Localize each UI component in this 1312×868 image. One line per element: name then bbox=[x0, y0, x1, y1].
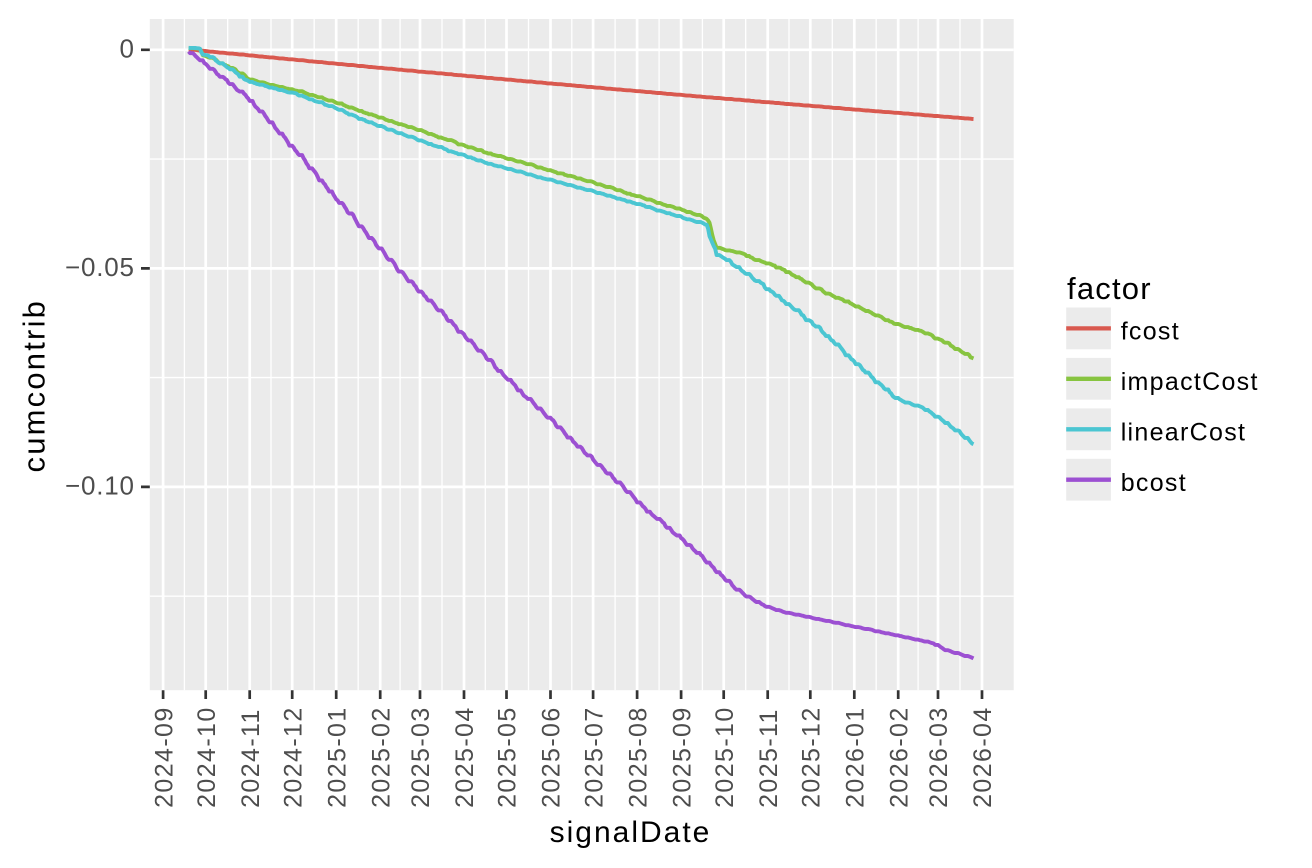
svg-text:2025-04: 2025-04 bbox=[451, 706, 479, 808]
svg-text:bcost: bcost bbox=[1121, 469, 1187, 497]
svg-text:2026-01: 2026-01 bbox=[842, 706, 870, 808]
svg-text:2024-11: 2024-11 bbox=[237, 708, 265, 808]
svg-text:−0.05: −0.05 bbox=[65, 252, 135, 282]
svg-text:2025-12: 2025-12 bbox=[798, 706, 826, 808]
svg-text:impactCost: impactCost bbox=[1121, 368, 1259, 396]
svg-text:2024-12: 2024-12 bbox=[279, 706, 307, 808]
svg-text:2025-02: 2025-02 bbox=[367, 706, 395, 808]
svg-text:2025-06: 2025-06 bbox=[538, 706, 566, 808]
svg-text:2025-11: 2025-11 bbox=[755, 708, 783, 808]
svg-text:2024-10: 2024-10 bbox=[193, 706, 221, 808]
svg-text:signalDate: signalDate bbox=[550, 816, 712, 849]
svg-text:linearCost: linearCost bbox=[1121, 419, 1247, 447]
svg-text:2025-08: 2025-08 bbox=[624, 706, 652, 808]
svg-text:0: 0 bbox=[120, 34, 135, 64]
svg-text:fcost: fcost bbox=[1121, 318, 1180, 346]
svg-text:2026-02: 2026-02 bbox=[885, 706, 913, 808]
svg-text:2025-01: 2025-01 bbox=[323, 706, 351, 808]
svg-text:2025-05: 2025-05 bbox=[494, 706, 522, 808]
svg-text:2025-03: 2025-03 bbox=[407, 706, 435, 808]
svg-text:cumcontrib: cumcontrib bbox=[17, 299, 52, 473]
svg-text:2026-04: 2026-04 bbox=[969, 706, 997, 808]
svg-text:2024-09: 2024-09 bbox=[150, 706, 178, 808]
svg-text:2025-09: 2025-09 bbox=[668, 706, 696, 808]
svg-text:2025-10: 2025-10 bbox=[711, 706, 739, 808]
svg-text:−0.10: −0.10 bbox=[65, 471, 135, 501]
svg-text:2025-07: 2025-07 bbox=[580, 706, 608, 808]
svg-text:factor: factor bbox=[1067, 271, 1152, 306]
svg-text:2026-03: 2026-03 bbox=[925, 706, 953, 808]
